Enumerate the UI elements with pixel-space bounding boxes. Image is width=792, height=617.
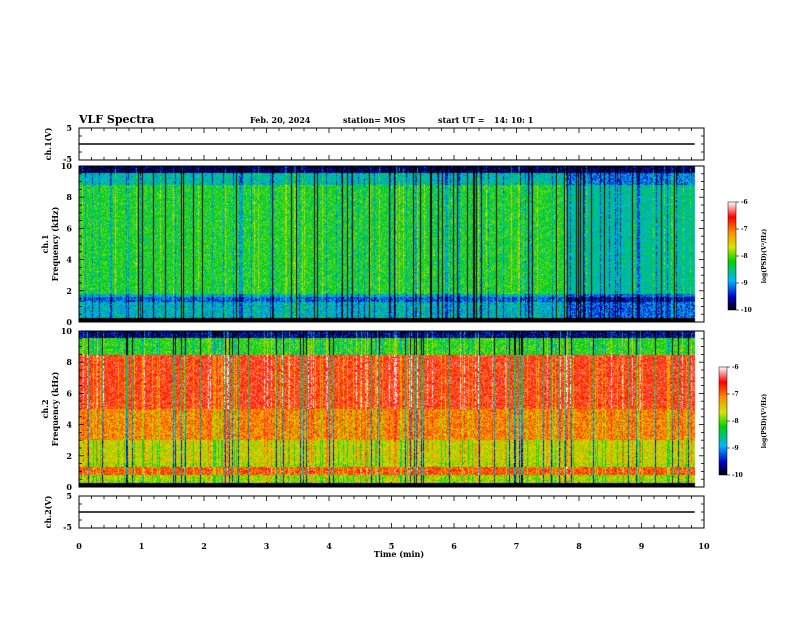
ch1-voltage-ytick-max: 5 bbox=[66, 123, 72, 133]
colorbar-tick-label: -6 bbox=[732, 364, 739, 371]
ch2-colorbar-ticks: -6 -7 -8 -9 -10 bbox=[727, 364, 743, 479]
x-tick-label: 9 bbox=[639, 541, 645, 551]
ch2-spectrogram-axis-ticks bbox=[78, 330, 705, 488]
ch1-colorbar: -6 -7 -8 -9 -10 log(PSD)(V²/Hz) bbox=[727, 199, 768, 314]
x-tick-label: 6 bbox=[451, 541, 457, 551]
x-tick-label: 0 bbox=[76, 541, 82, 551]
colorbar-tick-label: -8 bbox=[732, 418, 739, 425]
frequency-tick-label: 10 bbox=[61, 161, 73, 171]
x-tick-label: 3 bbox=[264, 541, 270, 551]
frequency-tick-label: 8 bbox=[66, 192, 72, 202]
frequency-tick-label: 2 bbox=[66, 451, 72, 461]
colorbar-tick-label: -9 bbox=[732, 445, 739, 452]
colorbar-tick-label: -10 bbox=[732, 472, 743, 479]
ch1-colorbar-label: log(PSD)(V²/Hz) bbox=[761, 229, 768, 284]
colorbar-tick-label: -7 bbox=[732, 391, 739, 398]
time-axis-tick-labels: 0 1 2 3 4 5 6 7 8 9 10 bbox=[76, 541, 710, 551]
frequency-tick-label: 4 bbox=[66, 420, 72, 430]
ch1-voltage-ylabel: ch.1(V) bbox=[43, 127, 53, 160]
header-station: station= MOS bbox=[343, 115, 406, 125]
header-start-label: start UT = bbox=[438, 115, 485, 125]
colorbar-tick-label: -6 bbox=[741, 199, 748, 206]
header-date: Feb. 20, 2024 bbox=[250, 115, 311, 125]
frequency-tick-label: 8 bbox=[66, 357, 72, 367]
frequency-tick-label: 6 bbox=[66, 388, 72, 398]
ch1-spectrogram-image bbox=[79, 166, 704, 322]
frequency-tick-label: 0 bbox=[66, 482, 72, 492]
ch2-voltage-ylabel: ch.2(V) bbox=[43, 495, 53, 528]
ch1-frequency-tick-labels: 0 2 4 6 8 10 bbox=[61, 161, 73, 327]
x-tick-label: 1 bbox=[139, 541, 145, 551]
ch1-spectrogram-panel: 0 2 4 6 8 10 ch.1 Frequency (kHz) bbox=[40, 161, 705, 327]
frequency-tick-label: 2 bbox=[66, 286, 72, 296]
x-tick-label: 2 bbox=[201, 541, 207, 551]
colorbar-tick-label: -10 bbox=[741, 307, 752, 314]
colorbar-tick-label: -9 bbox=[741, 280, 748, 287]
ch2-voltage-ytick-max: 5 bbox=[66, 491, 72, 501]
ch2-voltage-axis-ticks bbox=[78, 495, 705, 529]
ch2-spectrogram-ylabel-frequency: Frequency (kHz) bbox=[50, 371, 60, 446]
x-tick-label: 8 bbox=[576, 541, 582, 551]
ch2-colorbar-label: log(PSD)(V²/Hz) bbox=[761, 394, 768, 449]
ch1-voltage-panel: 5 -5 ch.1(V) bbox=[43, 123, 705, 164]
ch2-voltage-panel: 5 -5 ch.2(V) bbox=[43, 491, 705, 532]
ch1-spectrogram-axis-ticks bbox=[78, 165, 705, 323]
ch2-spectrogram-ylabel-channel: ch.2 bbox=[40, 399, 50, 418]
colorbar-tick-label: -8 bbox=[741, 253, 748, 260]
ch1-colorbar-ticks: -6 -7 -8 -9 -10 bbox=[736, 199, 752, 314]
ch2-spectrogram-image bbox=[79, 331, 704, 487]
ch1-voltage-ytick-min: -5 bbox=[63, 154, 72, 164]
x-tick-label: 7 bbox=[514, 541, 520, 551]
chart-title: VLF Spectra bbox=[78, 113, 154, 126]
ch1-spectrogram-ylabel-channel: ch.1 bbox=[40, 234, 50, 253]
ch2-voltage-ytick-min: -5 bbox=[63, 522, 72, 532]
x-tick-label: 5 bbox=[389, 541, 395, 551]
ch1-spectrogram-ylabel-frequency: Frequency (kHz) bbox=[50, 206, 60, 281]
ch2-frequency-tick-labels: 0 2 4 6 8 10 bbox=[61, 326, 73, 492]
frequency-tick-label: 6 bbox=[66, 223, 72, 233]
x-tick-label: 10 bbox=[698, 541, 710, 551]
frequency-tick-label: 4 bbox=[66, 255, 72, 265]
frequency-tick-label: 10 bbox=[61, 326, 73, 336]
header-start-time: 14: 10: 1 bbox=[494, 115, 533, 125]
ch1-voltage-axis-ticks bbox=[78, 127, 705, 161]
x-axis-label: Time (min) bbox=[374, 549, 424, 559]
frequency-tick-label: 0 bbox=[66, 317, 72, 327]
ch2-spectrogram-panel: 0 2 4 6 8 10 ch.2 Frequency (kHz) bbox=[40, 326, 705, 492]
x-tick-label: 4 bbox=[326, 541, 332, 551]
colorbar-tick-label: -7 bbox=[741, 226, 748, 233]
ch2-colorbar: -6 -7 -8 -9 -10 log(PSD)(V²/Hz) bbox=[718, 364, 768, 479]
